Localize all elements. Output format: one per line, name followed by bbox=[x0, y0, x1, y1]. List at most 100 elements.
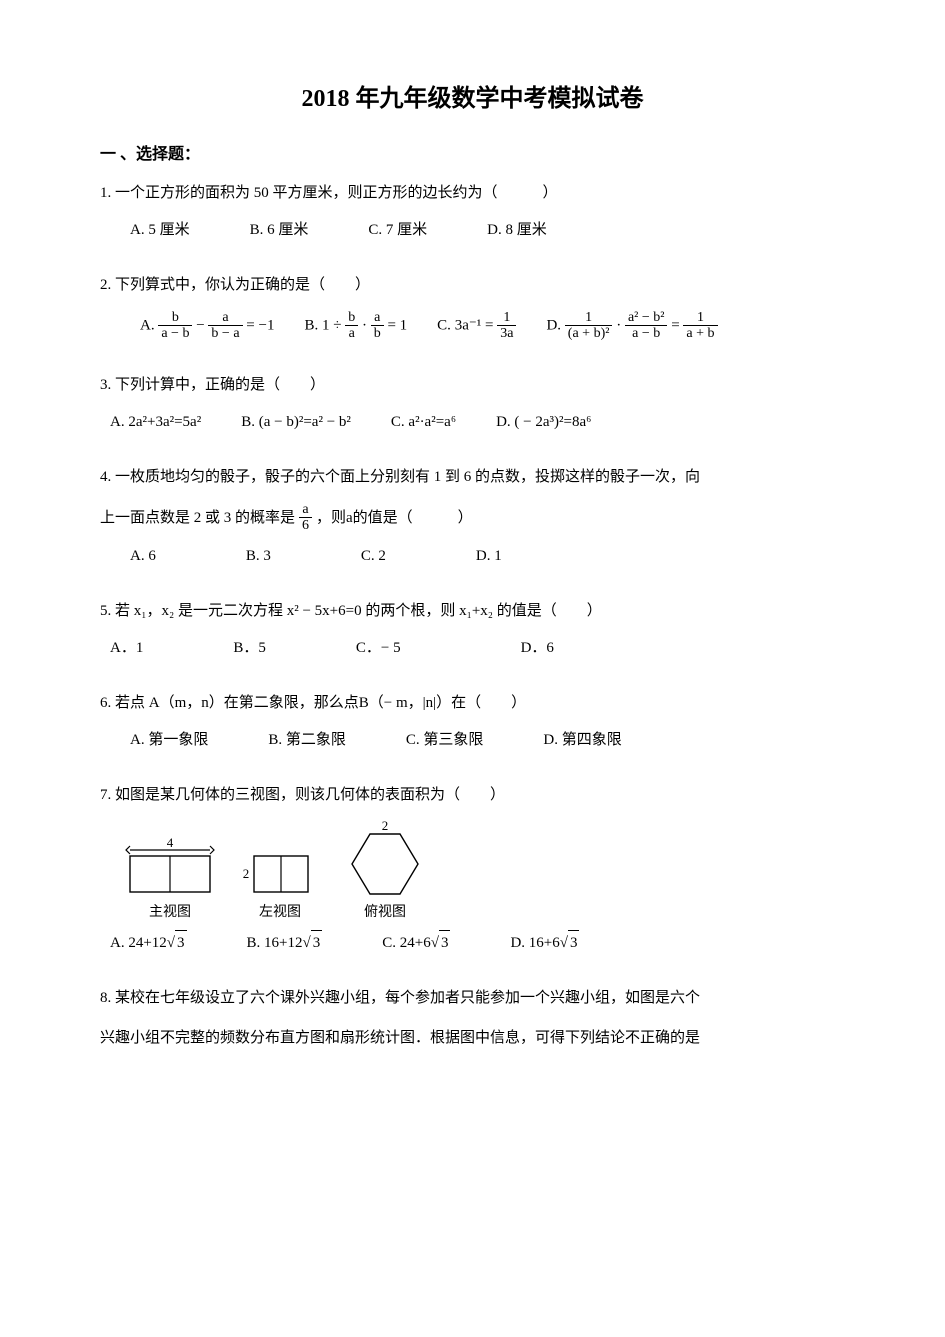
q6-num: 6. bbox=[100, 695, 111, 711]
q5-option-b: B．5 bbox=[233, 636, 356, 660]
q8-num: 8. bbox=[100, 990, 111, 1006]
q7-text: 如图是某几何体的三视图，则该几何体的表面积为（ ） bbox=[115, 787, 505, 803]
q2-d-frac1-num: 1 bbox=[565, 310, 613, 326]
q7-a-sqrt: 3 bbox=[175, 930, 187, 955]
q6-option-a: A. 第一象限 bbox=[130, 728, 268, 752]
page-title: 2018 年九年级数学中考模拟试卷 bbox=[100, 80, 845, 118]
q3-option-b: B. (a − b)²=a² − b² bbox=[241, 410, 391, 434]
q2-option-a: A. ba − b − ab − a = −1 bbox=[140, 310, 304, 342]
question-8: 8. 某校在七年级设立了六个课外兴趣小组，每个参加者只能参加一个兴趣小组，如图是… bbox=[100, 983, 845, 1053]
section-header: 一 、选择题： bbox=[100, 142, 845, 168]
q2-d-prefix: D. bbox=[546, 317, 561, 333]
left-view-svg: 2 bbox=[240, 838, 320, 898]
q7-option-c: C. 24+6√3 bbox=[382, 930, 510, 955]
question-1: 1. 一个正方形的面积为 50 平方厘米，则正方形的边长约为（ ） A. 5 厘… bbox=[100, 178, 845, 242]
q2-b-lhs: 1 ÷ bbox=[322, 317, 345, 333]
q1-option-d: D. 8 厘米 bbox=[487, 218, 607, 242]
q5-text: 若 x₁，x₂ 是一元二次方程 x² − 5x+6=0 的两个根，则 x₁+x₂… bbox=[115, 603, 602, 619]
q3-option-c: C. a²·a²=a⁶ bbox=[391, 410, 496, 434]
q7-dim-2b: 2 bbox=[382, 820, 389, 833]
q2-a-frac1-num: b bbox=[158, 310, 192, 326]
q2-b-frac2-num: a bbox=[371, 310, 384, 326]
q5-option-a: A．1 bbox=[110, 636, 233, 660]
q7-left-label: 左视图 bbox=[240, 902, 320, 924]
q7-front-view: 4 主视图 bbox=[120, 838, 220, 924]
q2-d-eq: = bbox=[671, 317, 683, 333]
q7-views: 4 主视图 2 左视图 2 俯视图 bbox=[100, 820, 845, 924]
q7-top-view: 2 俯视图 bbox=[340, 820, 430, 924]
q4-num: 4. bbox=[100, 469, 111, 485]
q4-frac-den: 6 bbox=[299, 518, 312, 533]
q3-option-d: D. ( − 2a³)²=8a⁶ bbox=[496, 410, 631, 434]
q4-option-c: C. 2 bbox=[361, 544, 476, 568]
q4-line1: 一枚质地均匀的骰子，骰子的六个面上分别刻有 1 到 6 的点数，投掷这样的骰子一… bbox=[115, 469, 700, 485]
q7-b-sqrt: 3 bbox=[311, 930, 323, 955]
q2-a-frac2-den: b − a bbox=[208, 326, 242, 341]
question-3: 3. 下列计算中，正确的是（ ） A. 2a²+3a²=5a² B. (a − … bbox=[100, 370, 845, 434]
q2-c-lhs: 3a⁻¹ = bbox=[455, 317, 498, 333]
q7-left-view: 2 左视图 bbox=[240, 838, 320, 924]
q7-num: 7. bbox=[100, 787, 111, 803]
q2-c-frac-den: 3a bbox=[497, 326, 516, 341]
q2-num: 2. bbox=[100, 277, 111, 293]
q8-line1: 某校在七年级设立了六个课外兴趣小组，每个参加者只能参加一个兴趣小组，如图是六个 bbox=[115, 990, 700, 1006]
question-4: 4. 一枚质地均匀的骰子，骰子的六个面上分别刻有 1 到 6 的点数，投掷这样的… bbox=[100, 462, 845, 568]
q2-a-frac2-num: a bbox=[208, 310, 242, 326]
q6-text: 若点 A（m，n）在第二象限，那么点B（− m，|n|）在（ ） bbox=[115, 695, 526, 711]
q2-d-frac3-num: 1 bbox=[683, 310, 717, 326]
q1-option-b: B. 6 厘米 bbox=[250, 218, 369, 242]
q4-option-d: D. 1 bbox=[476, 544, 562, 568]
q7-d-sqrt: 3 bbox=[568, 930, 580, 955]
q7-b-pre: B. 16+12 bbox=[247, 935, 303, 951]
q7-c-pre: C. 24+6 bbox=[382, 935, 430, 951]
q2-b-frac1-num: b bbox=[345, 310, 358, 326]
q2-b-frac2-den: b bbox=[371, 326, 384, 341]
q2-b-mid: · bbox=[362, 317, 371, 333]
q7-a-pre: A. 24+12 bbox=[110, 935, 167, 951]
q3-option-a: A. 2a²+3a²=5a² bbox=[110, 410, 241, 434]
q2-b-frac1-den: a bbox=[345, 326, 358, 341]
q2-b-prefix: B. bbox=[304, 317, 318, 333]
q7-d-pre: D. 16+6 bbox=[510, 935, 559, 951]
q6-option-d: D. 第四象限 bbox=[543, 728, 681, 752]
question-7: 7. 如图是某几何体的三视图，则该几何体的表面积为（ ） 4 主视图 2 左视图 bbox=[100, 780, 845, 955]
question-6: 6. 若点 A（m，n）在第二象限，那么点B（− m，|n|）在（ ） A. 第… bbox=[100, 688, 845, 752]
q2-d-frac3-den: a + b bbox=[683, 326, 717, 341]
q2-a-prefix: A. bbox=[140, 317, 155, 333]
q7-option-d: D. 16+6√3 bbox=[510, 930, 639, 955]
q2-d-frac2-num: a² − b² bbox=[625, 310, 668, 326]
q2-a-rhs: = −1 bbox=[246, 317, 274, 333]
q4-line2a: 上一面点数是 2 或 3 的概率是 bbox=[100, 503, 295, 533]
q4-option-a: A. 6 bbox=[130, 544, 246, 568]
q7-c-sqrt: 3 bbox=[439, 930, 451, 955]
q5-option-c: C．− 5 bbox=[356, 636, 521, 660]
q2-text: 下列算式中，你认为正确的是（ ） bbox=[115, 277, 370, 293]
q1-option-a: A. 5 厘米 bbox=[130, 218, 250, 242]
q7-dim-4: 4 bbox=[167, 838, 174, 850]
q2-d-frac2-den: a − b bbox=[625, 326, 668, 341]
q1-text: 一个正方形的面积为 50 平方厘米，则正方形的边长约为（ ） bbox=[115, 185, 558, 201]
q1-num: 1. bbox=[100, 185, 111, 201]
q6-option-b: B. 第二象限 bbox=[268, 728, 406, 752]
q2-option-d: D. 1(a + b)² · a² − b²a − b = 1a + b bbox=[546, 310, 747, 342]
q8-line2: 兴趣小组不完整的频数分布直方图和扇形统计图．根据图中信息，可得下列结论不正确的是 bbox=[100, 1030, 700, 1046]
q2-c-prefix: C. bbox=[437, 317, 451, 333]
q7-front-label: 主视图 bbox=[120, 902, 220, 924]
q5-option-d: D．6 bbox=[521, 636, 614, 660]
top-view-svg: 2 bbox=[340, 820, 430, 898]
q1-option-c: C. 7 厘米 bbox=[368, 218, 487, 242]
q7-option-a: A. 24+12√3 bbox=[110, 930, 247, 955]
q4-line2b: ，则a的值是（ ） bbox=[316, 503, 473, 533]
q2-c-frac-num: 1 bbox=[497, 310, 516, 326]
question-2: 2. 下列算式中，你认为正确的是（ ） A. ba − b − ab − a =… bbox=[100, 270, 845, 342]
q2-option-b: B. 1 ÷ ba · ab = 1 bbox=[304, 310, 437, 342]
q4-frac-num: a bbox=[299, 502, 312, 518]
q7-option-b: B. 16+12√3 bbox=[247, 930, 383, 955]
q4-option-b: B. 3 bbox=[246, 544, 361, 568]
q2-d-mid: · bbox=[616, 317, 625, 333]
q6-option-c: C. 第三象限 bbox=[406, 728, 544, 752]
front-view-svg: 4 bbox=[120, 838, 220, 898]
q7-dim-2a: 2 bbox=[243, 866, 250, 881]
q7-top-label: 俯视图 bbox=[340, 902, 430, 924]
q3-num: 3. bbox=[100, 377, 111, 393]
